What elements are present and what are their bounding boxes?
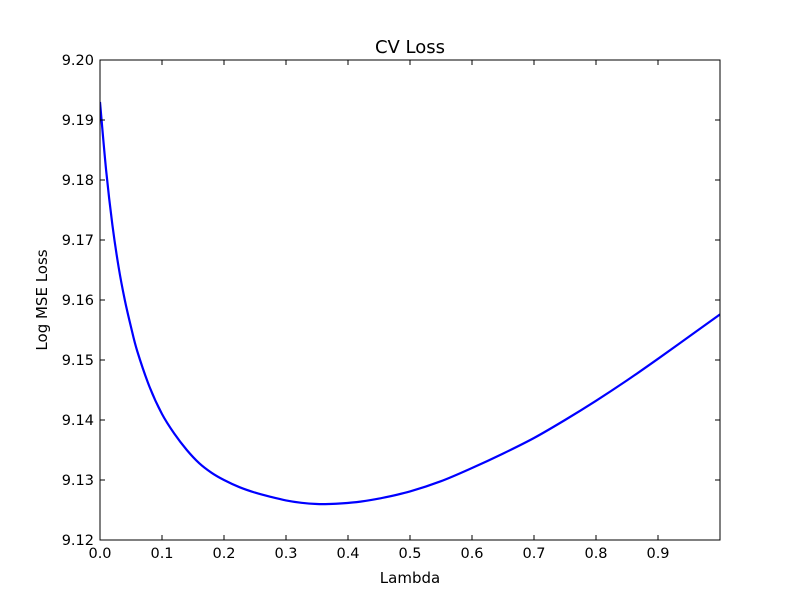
x-tick-label: 0.6 <box>460 546 483 562</box>
y-tick-label: 9.13 <box>62 473 94 489</box>
x-tick-label: 0.4 <box>336 546 359 562</box>
y-tick-label: 9.14 <box>62 413 94 429</box>
y-tick-label: 9.17 <box>62 233 94 249</box>
series-line <box>100 101 720 506</box>
plot-frame <box>99 59 721 541</box>
x-tick-label: 0.5 <box>398 546 421 562</box>
plot-area <box>100 101 720 506</box>
x-tick-label: 0.9 <box>646 546 669 562</box>
ticks-layer: 0.0 0.1 0.2 0.3 0.4 0.5 0.6 0.7 0.8 0.9 9.12 9.13 9.… <box>62 53 720 562</box>
y-tick-label: 9.15 <box>62 353 94 369</box>
y-tick-label: 9.19 <box>62 113 94 129</box>
series-layer <box>100 101 720 506</box>
y-tick-label: 9.20 <box>62 53 94 69</box>
x-axis-label: Lambda <box>380 569 440 587</box>
y-tick-label: 9.18 <box>62 173 94 189</box>
y-tick-label: 9.16 <box>62 293 94 309</box>
chart-title: CV Loss <box>375 37 445 58</box>
x-tick-label: 0.1 <box>150 546 173 562</box>
y-axis-label: Log MSE Loss <box>33 249 51 350</box>
x-tick-label: 0.0 <box>88 546 111 562</box>
x-tick-label: 0.8 <box>584 546 607 562</box>
x-tick-label: 0.2 <box>212 546 235 562</box>
x-tick-label: 0.3 <box>274 546 297 562</box>
y-tick-label: 9.12 <box>62 533 94 549</box>
x-tick-label: 0.7 <box>522 546 545 562</box>
